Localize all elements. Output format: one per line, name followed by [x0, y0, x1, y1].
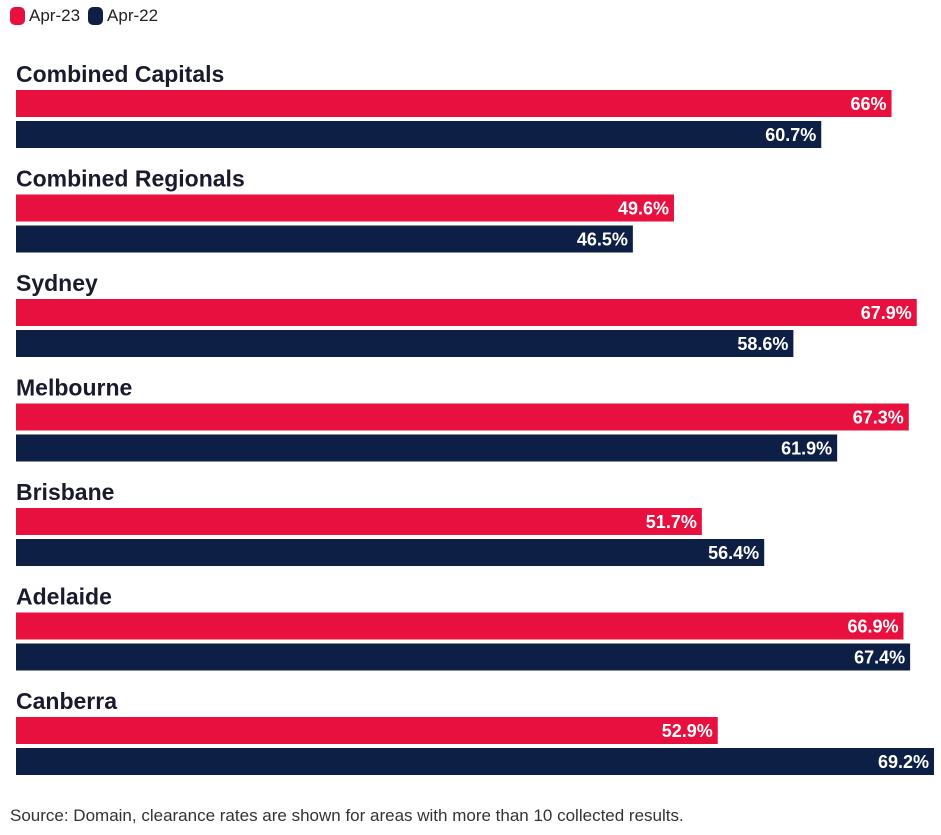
category-label: Adelaide — [16, 584, 112, 610]
bar-value-label: 52.9% — [662, 721, 713, 741]
bar-apr-22[interactable] — [16, 330, 794, 357]
bar-apr-23[interactable] — [16, 403, 909, 431]
bar-apr-22[interactable] — [16, 434, 838, 462]
bar-value-label: 60.7% — [765, 125, 816, 145]
legend-swatch-apr-22 — [88, 7, 104, 25]
bar-value-label: 51.7% — [646, 512, 697, 532]
bar-apr-22[interactable] — [16, 643, 911, 671]
legend-item-apr-23[interactable]: Apr-23 — [10, 6, 80, 26]
legend-item-apr-22[interactable]: Apr-22 — [88, 6, 158, 26]
bar-value-label: 67.4% — [854, 648, 905, 668]
bar-value-label: 69.2% — [878, 752, 929, 772]
bar-apr-22[interactable] — [16, 225, 633, 253]
bar-value-label: 56.4% — [708, 543, 759, 563]
category-label: Combined Capitals — [16, 61, 224, 87]
category-label: Brisbane — [16, 479, 114, 505]
category-label: Sydney — [16, 270, 98, 296]
category-label: Combined Regionals — [16, 166, 245, 192]
bar-apr-22[interactable] — [16, 748, 934, 775]
bar-chart: Combined Capitals 66% 60.7% Combined Region… — [16, 61, 934, 775]
bar-apr-23[interactable] — [16, 508, 702, 535]
bar-value-label: 67.9% — [861, 303, 912, 323]
bar-apr-22[interactable] — [16, 121, 822, 148]
bar-value-label: 66.9% — [847, 617, 898, 637]
bar-value-label: 46.5% — [577, 230, 628, 250]
bar-apr-23[interactable] — [16, 90, 892, 117]
category-label: Canberra — [16, 688, 117, 714]
bar-value-label: 58.6% — [737, 334, 788, 354]
bar-value-label: 67.3% — [853, 408, 904, 428]
source-note: Source: Domain, clearance rates are show… — [10, 806, 684, 825]
chart-legend: Apr-23 Apr-22 — [10, 5, 158, 27]
bar-apr-22[interactable] — [16, 539, 765, 566]
category-label: Melbourne — [16, 375, 132, 401]
bar-value-label: 49.6% — [618, 199, 669, 219]
legend-label-apr-23: Apr-23 — [29, 6, 81, 25]
bar-apr-23[interactable] — [16, 194, 674, 222]
legend-swatch-apr-23 — [10, 7, 25, 25]
bar-apr-23[interactable] — [16, 299, 917, 326]
legend-label-apr-22: Apr-22 — [107, 6, 159, 25]
bar-apr-23[interactable] — [16, 717, 718, 744]
bar-value-label: 66% — [851, 94, 887, 114]
bar-value-label: 61.9% — [781, 439, 832, 459]
bar-apr-23[interactable] — [16, 612, 904, 640]
